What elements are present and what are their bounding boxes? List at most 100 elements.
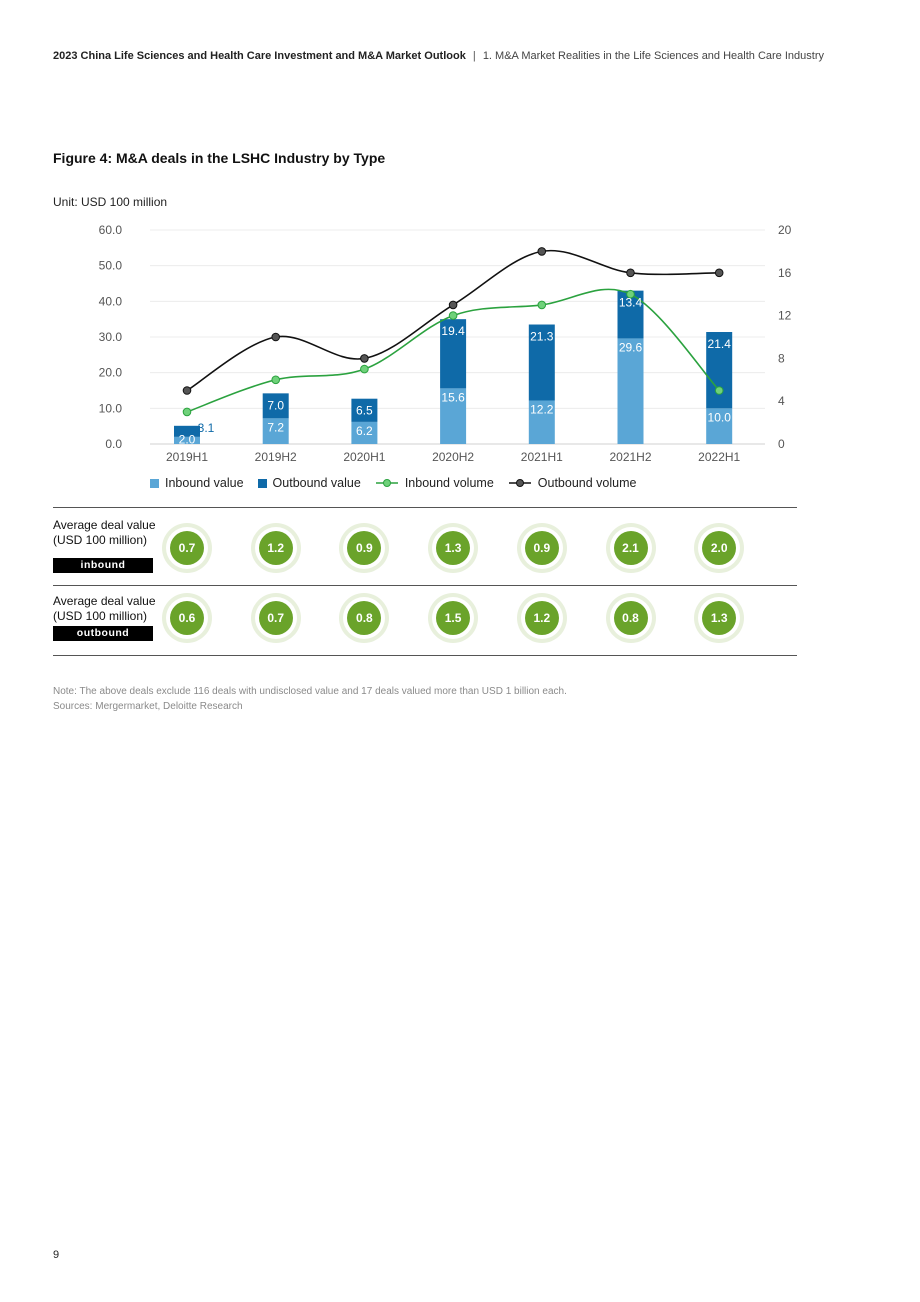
bar-outbound <box>528 324 555 401</box>
section-title: 1. M&A Market Realities in the Life Scie… <box>482 50 824 62</box>
y-right-tick-label: 4 <box>778 394 785 408</box>
avg-outbound-label-line2: (USD 100 million) <box>53 609 148 623</box>
inbound-data-label: 15.6 <box>441 390 465 404</box>
report-title: 2023 China Life Sciences and Health Care… <box>53 50 466 62</box>
page-header: 2023 China Life Sciences and Health Care… <box>53 50 824 62</box>
outbound-volume-point <box>271 332 281 342</box>
inbound-volume-point <box>271 375 281 385</box>
bar-inbound <box>351 421 378 444</box>
x-tick-label: 2021H1 <box>521 450 563 464</box>
outbound-volume-point <box>626 268 635 278</box>
legend-inbound-value: Inbound value <box>150 476 244 490</box>
inbound-avg-circle-ring: 1.3 <box>432 527 475 569</box>
inbound-avg-value: 2.1 <box>613 531 648 565</box>
inbound-data-label: 29.6 <box>619 340 643 354</box>
x-tick-label: 2020H2 <box>432 450 474 464</box>
bar-outbound <box>174 425 200 437</box>
outbound-avg-value: 1.2 <box>524 601 559 635</box>
y-left-tick-label: 30.0 <box>99 330 123 344</box>
legend-outbound-value-label: Outbound value <box>272 476 361 490</box>
bar-outbound <box>440 319 467 389</box>
inbound-avg-circle-ring: 2.1 <box>609 527 652 569</box>
y-left-tick-label: 40.0 <box>99 294 123 308</box>
bar-outbound <box>706 332 733 409</box>
avg-outbound-label: Average deal value (USD 100 million) <box>53 594 156 624</box>
legend-inbound-value-label: Inbound value <box>165 476 244 490</box>
x-tick-label: 2021H2 <box>609 450 651 464</box>
divider-middle <box>53 585 797 586</box>
y-right-tick-label: 12 <box>778 309 792 323</box>
inbound-volume-point <box>448 311 458 320</box>
avg-outbound-label-line1: Average deal value <box>53 594 156 608</box>
outbound-avg-circle-ring: 1.3 <box>698 597 741 639</box>
sources-text: Sources: Mergermarket, Deloitte Research <box>53 701 243 712</box>
y-left-tick-label: 0.0 <box>105 437 122 451</box>
inbound-volume-point <box>182 407 192 417</box>
bar-inbound <box>440 388 467 444</box>
legend-inbound-volume-label: Inbound volume <box>404 476 494 490</box>
x-tick-label: 2019H1 <box>166 450 208 464</box>
y-left-tick-label: 60.0 <box>99 223 123 237</box>
legend-inbound-volume: Inbound volume <box>375 476 494 490</box>
inbound-volume-point <box>714 386 724 395</box>
y-left-tick-label: 20.0 <box>99 366 123 380</box>
figure-title: Figure 4: M&A deals in the LSHC Industry… <box>53 150 386 166</box>
inbound-avg-circle: 2.1 <box>605 523 656 573</box>
inbound-avg-value: 0.9 <box>524 531 559 565</box>
legend-outbound-volume-label: Outbound volume <box>537 476 637 490</box>
bar-outbound <box>262 393 289 419</box>
outbound-volume-line-icon <box>508 479 531 487</box>
divider-top <box>53 507 797 508</box>
outbound-avg-circle-ring: 0.8 <box>609 597 652 639</box>
inbound-data-label: 2.0 <box>179 433 196 447</box>
inbound-avg-circle-ring: 0.7 <box>166 527 208 569</box>
inbound-avg-circle-ring: 0.9 <box>343 527 386 569</box>
outbound-avg-value: 0.8 <box>613 601 648 635</box>
bar-outbound <box>351 398 378 422</box>
inbound-volume-point <box>537 300 547 310</box>
x-tick-label: 2022H1 <box>698 450 740 464</box>
legend-outbound-value: Outbound value <box>257 476 361 490</box>
inbound-avg-circle-ring: 0.9 <box>520 527 563 569</box>
avg-inbound-row: Average deal value (USD 100 million) inb… <box>53 515 797 583</box>
outbound-tag: outbound <box>53 626 153 641</box>
inbound-data-label: 12.2 <box>530 402 554 416</box>
outbound-volume-point <box>714 268 724 278</box>
outbound-avg-value: 0.8 <box>347 601 382 635</box>
inbound-data-label: 7.2 <box>267 420 284 434</box>
inbound-avg-circle: 0.7 <box>162 523 212 573</box>
outbound-data-label: 6.5 <box>356 404 373 418</box>
y-right-tick-label: 20 <box>778 223 792 237</box>
outbound-data-label: 3.1 <box>198 421 215 435</box>
outbound-avg-circle: 1.3 <box>694 593 745 643</box>
note-text: Note: The above deals exclude 116 deals … <box>53 686 567 697</box>
outbound-data-label: 7.0 <box>267 398 284 412</box>
outbound-avg-circle: 1.2 <box>516 593 567 643</box>
outbound-avg-circle: 1.5 <box>428 593 479 643</box>
inbound-avg-circle: 2.0 <box>694 523 745 573</box>
footnote: Note: The above deals exclude 116 deals … <box>53 684 567 714</box>
inbound-avg-circle: 1.2 <box>250 523 301 573</box>
outbound-avg-value: 0.6 <box>170 601 204 635</box>
outbound-volume-point <box>537 247 547 256</box>
outbound-data-label: 21.4 <box>708 337 732 351</box>
x-tick-label: 2020H1 <box>343 450 385 464</box>
outbound-volume-point <box>448 300 458 310</box>
outbound-avg-circle: 0.7 <box>250 593 301 643</box>
inbound-volume-point <box>360 364 369 374</box>
inbound-tag: inbound <box>53 558 153 573</box>
inbound-avg-value: 1.3 <box>436 531 471 565</box>
inbound-avg-circle: 1.3 <box>428 523 479 573</box>
outbound-avg-circle-ring: 0.7 <box>254 597 297 639</box>
bar-inbound <box>528 400 555 444</box>
avg-inbound-label-line2: (USD 100 million) <box>53 533 148 547</box>
outbound-data-label: 21.3 <box>530 330 554 344</box>
inbound-avg-circle-ring: 2.0 <box>698 527 741 569</box>
legend-outbound-volume: Outbound volume <box>508 476 637 490</box>
avg-inbound-label-line1: Average deal value <box>53 518 156 532</box>
inbound-avg-circle: 0.9 <box>516 523 567 573</box>
avg-outbound-row: Average deal value (USD 100 million) out… <box>53 586 797 654</box>
outbound-data-label: 13.4 <box>619 296 643 310</box>
bar-inbound <box>174 436 200 444</box>
y-right-tick-label: 16 <box>778 266 792 280</box>
